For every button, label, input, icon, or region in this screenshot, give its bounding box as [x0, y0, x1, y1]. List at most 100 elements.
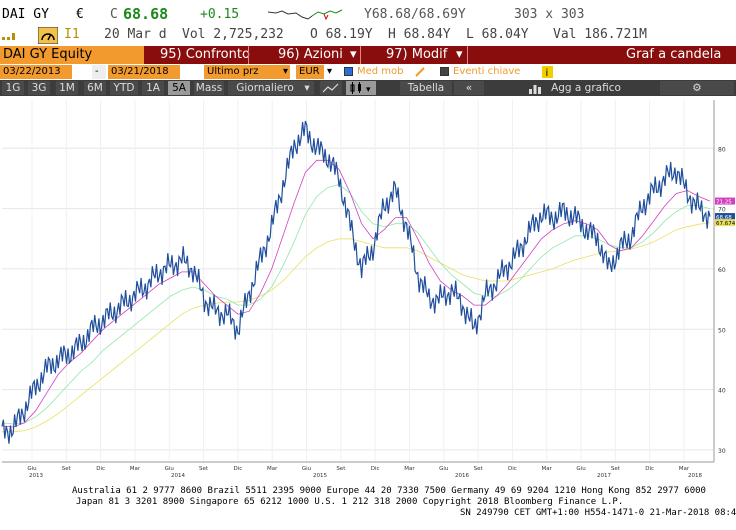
- x-year-label: 2017: [597, 473, 611, 479]
- x-year-label: 2014: [171, 473, 185, 479]
- x-tick-label: Set: [611, 466, 621, 472]
- gear-icon[interactable]: ⚙: [660, 81, 734, 95]
- moving-avg-checkbox[interactable]: [344, 67, 353, 76]
- x-tick-label: Dic: [645, 466, 654, 472]
- actions-button[interactable]: 96) Azioni: [278, 47, 343, 62]
- info-icon[interactable]: i: [542, 66, 553, 78]
- edit-button[interactable]: 97) Modif: [386, 47, 448, 62]
- gauge-icon[interactable]: [38, 27, 58, 44]
- last-price: 68.68: [123, 5, 169, 23]
- x-tick-label: Mar: [679, 466, 690, 472]
- x-tick-label: Giu: [302, 466, 311, 472]
- x-year-label: 2015: [313, 473, 327, 479]
- x-tick-label: Mar: [130, 466, 141, 472]
- x-tick-label: Set: [474, 466, 484, 472]
- range-1a[interactable]: 1A: [142, 81, 164, 95]
- divider: [248, 46, 249, 64]
- sparkline-icon: [268, 9, 343, 21]
- compare-button[interactable]: 95) Confronto: [160, 47, 250, 62]
- range-5a[interactable]: 5A: [168, 81, 190, 95]
- pencil-icon[interactable]: [414, 66, 426, 78]
- chart-series: [1, 120, 711, 444]
- price-type-select[interactable]: Ultimo prz: [204, 65, 290, 79]
- volume: Vol 2,725,232: [182, 27, 284, 42]
- low-price: L 68.04Y: [466, 27, 529, 42]
- end-date-input[interactable]: 03/21/2018: [108, 65, 180, 79]
- y-tick-label: 80: [718, 146, 726, 153]
- price-label: 71.25: [716, 199, 732, 205]
- page-title: Graf a candela: [626, 47, 722, 62]
- dots-icon: [2, 33, 15, 40]
- date-range-row: 03/22/2013 - 03/21/2018 Ultimo prz ▾ EUR…: [0, 64, 736, 80]
- y-tick-label: 30: [718, 448, 726, 455]
- date-separator: -: [92, 65, 106, 79]
- x-year-label: 2013: [29, 473, 43, 479]
- candlestick-icon[interactable]: ▾: [346, 81, 376, 95]
- chevron-down-icon[interactable]: ▾: [300, 81, 314, 95]
- divider: [360, 46, 361, 64]
- range-3g[interactable]: 3G: [28, 81, 50, 95]
- range-1g[interactable]: 1G: [2, 81, 24, 95]
- start-date-input[interactable]: 03/22/2013: [0, 65, 72, 79]
- footer-contacts-2: Japan 81 3 3201 8900 Singapore 65 6212 1…: [76, 497, 624, 507]
- chevron-down-icon[interactable]: ▾: [283, 66, 289, 77]
- range-6m[interactable]: 6M: [84, 81, 106, 95]
- x-tick-label: Giu: [439, 466, 448, 472]
- x-year-label: 2018: [688, 473, 702, 479]
- currency-select[interactable]: EUR: [296, 65, 324, 79]
- x-tick-label: Set: [199, 466, 209, 472]
- chevron-down-icon[interactable]: ▾: [327, 66, 333, 77]
- footer: Australia 61 2 9777 8600 Brazil 5511 239…: [0, 484, 736, 530]
- currency: €: [76, 7, 84, 22]
- x-tick-label: Dic: [508, 466, 517, 472]
- x-tick-label: Giu: [165, 466, 174, 472]
- security-field[interactable]: DAI GY Equity: [0, 46, 144, 64]
- footer-contacts: Australia 61 2 9777 8600 Brazil 5511 239…: [72, 486, 706, 496]
- bid-ask: Y68.68/68.69Y: [364, 7, 466, 22]
- chart-grid: [2, 100, 714, 462]
- add-to-chart-button[interactable]: Agg a grafico: [551, 82, 621, 94]
- price-change: +0.15: [200, 7, 240, 22]
- moving-avg-label: Med mob: [357, 66, 404, 77]
- function-bar: DAI GY Equity 95) Confronto 96) Azioni ▾…: [0, 46, 736, 64]
- bid-ask-size: 303 x 303: [514, 7, 585, 22]
- svg-text:i: i: [546, 68, 549, 78]
- range-max[interactable]: Mass: [194, 81, 224, 95]
- chevron-down-icon[interactable]: ▾: [456, 47, 463, 62]
- x-tick-label: Giu: [27, 466, 36, 472]
- price-label-box: [715, 213, 735, 221]
- frequency-select[interactable]: Giornaliero: [228, 81, 302, 95]
- table-button[interactable]: Tabella: [400, 81, 452, 95]
- x-tick-label: Dic: [233, 466, 242, 472]
- high-price: H 68.84Y: [388, 27, 451, 42]
- open-price: O 68.19Y: [310, 27, 373, 42]
- moving-average-line-2: [1, 184, 711, 425]
- chevron-down-icon[interactable]: ▾: [350, 47, 357, 62]
- price-chart[interactable]: 30 40 50 60 70 80 Giu Set Dic Mar Giu Set Dic Mar Giu S…: [0, 96, 736, 484]
- price-label-box: [715, 197, 735, 205]
- events-checkbox[interactable]: [440, 67, 449, 76]
- price-label-box: [715, 219, 735, 227]
- moving-average-line-3: [2, 222, 711, 433]
- ticker: DAI GY: [2, 7, 49, 22]
- price-label: 68.68: [716, 215, 732, 221]
- price-label: 67.674: [716, 221, 736, 227]
- range-1m[interactable]: 1M: [56, 81, 78, 95]
- moving-average-line-1: [1, 159, 711, 428]
- svg-text:▾: ▾: [366, 85, 371, 95]
- price-series-line: [1, 120, 711, 444]
- quote-date: 20 Mar d: [104, 27, 167, 42]
- divider: [467, 46, 468, 64]
- collapse-icon[interactable]: «: [454, 81, 484, 95]
- range-ytd[interactable]: YTD: [110, 81, 138, 95]
- line-chart-icon[interactable]: [320, 81, 342, 95]
- chart-axes: 30 40 50 60 70 80 Giu Set Dic Mar Giu Set Dic Mar Giu S…: [2, 100, 726, 479]
- traded-value: Val 186.721M: [553, 27, 647, 42]
- x-tick-label: Mar: [267, 466, 278, 472]
- quote-header: DAI GY € C 68.68 +0.15 Y68.68/68.69Y 303…: [0, 0, 736, 26]
- y-tick-label: 50: [718, 327, 726, 334]
- y-tick-label: 40: [718, 388, 726, 395]
- events-label: Eventi chiave: [453, 66, 521, 77]
- y-tick-label: 60: [718, 267, 726, 274]
